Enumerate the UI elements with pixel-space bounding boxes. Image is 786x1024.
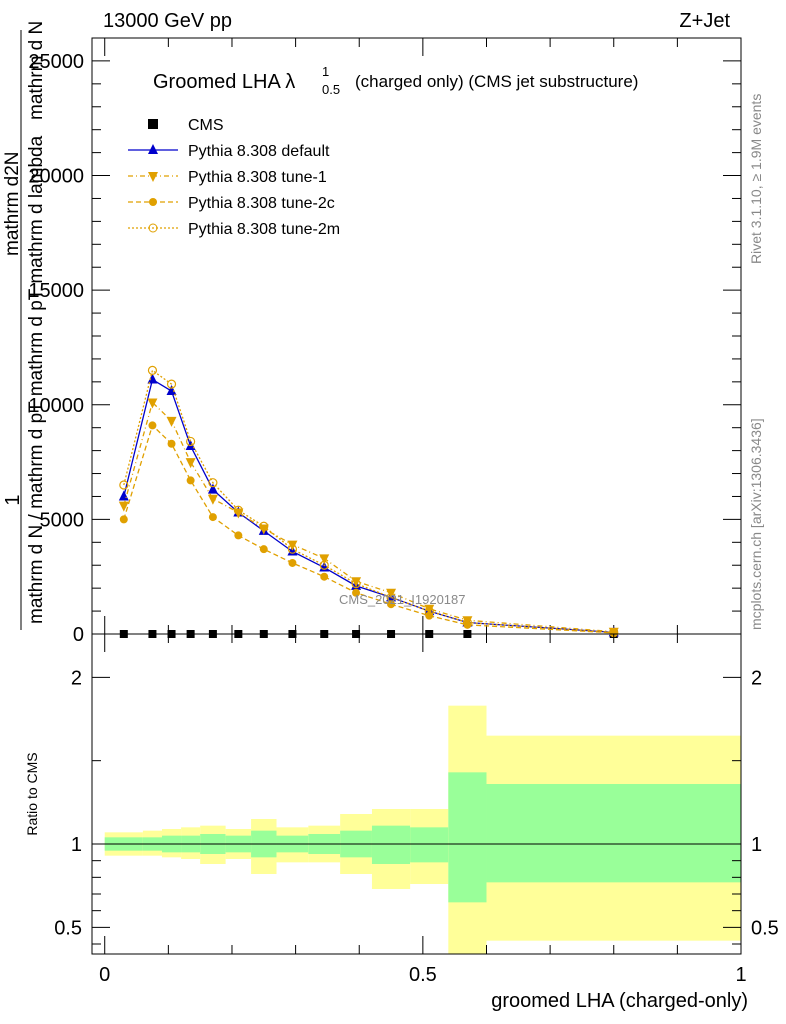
series-marker-circle-open	[287, 544, 298, 554]
legend-label: Pythia 8.308 tune-1	[188, 169, 327, 186]
series-marker-circle	[259, 545, 268, 554]
watermark: CMS_2021_I1920187	[339, 592, 466, 607]
series-marker-circle	[167, 439, 176, 448]
ratio-ytick-label-right: 2	[751, 667, 762, 689]
svg-text:Groomed LHA λ: Groomed LHA λ	[153, 71, 295, 93]
main-ytick-label: 5000	[40, 509, 85, 531]
ratio-ytick-label-right: 0.5	[751, 917, 779, 939]
ratio-band-green	[448, 772, 487, 903]
legend-marker-circle-open	[148, 223, 158, 233]
series-line-circle	[123, 424, 614, 634]
series-marker-circle-open	[259, 521, 269, 531]
x-axis-label: groomed LHA (charged-only)	[491, 990, 748, 1012]
energy-label: 13000 GeV pp	[103, 10, 232, 32]
series-marker-circle	[352, 588, 361, 597]
series-marker-circle-open	[319, 560, 329, 570]
series-marker-triangle	[147, 373, 158, 384]
series-marker-triangle-down	[185, 458, 196, 469]
series-marker-triangle-down	[147, 398, 158, 409]
ratio-band-green	[371, 825, 411, 864]
main-ytick-label: 0	[73, 624, 84, 646]
ratio-ylabel: Ratio to CMS	[24, 752, 40, 835]
series-marker-triangle	[207, 483, 218, 494]
series-marker-triangle	[166, 385, 177, 396]
series-marker-circle-open	[424, 606, 434, 616]
legend-marker-triangle	[148, 144, 158, 154]
series-marker-triangle-down	[118, 501, 129, 512]
main-ylabel: 1 mathrm d N / mathrm d pT mathrm d pT ma…	[2, 21, 47, 630]
ylabel-numerator-2: mathrm d2N	[2, 151, 23, 256]
series-marker-circle	[208, 513, 217, 522]
ratio-xtick-label: 0.5	[409, 964, 437, 986]
main-ytick-label: 10000	[28, 395, 84, 417]
mcplots-label: mcplots.cern.ch [arXiv:1306.3436]	[748, 418, 764, 630]
ratio-band-green	[486, 784, 741, 883]
main-title: Groomed LHA λ 1 0.5 (charged only) (CMS …	[153, 64, 638, 97]
ylabel-extra: mathrm d N	[26, 21, 47, 120]
ratio-ytick-label: 0.5	[54, 917, 82, 939]
series-marker-circle-open	[208, 478, 218, 488]
ratio-band-green	[410, 827, 449, 863]
series-marker-circle-open	[147, 365, 158, 375]
series-marker-circle	[148, 421, 157, 430]
legend-marker-cms	[148, 119, 158, 129]
series-marker-circle	[119, 515, 128, 524]
series-line-circle-open	[123, 369, 614, 634]
main-ytick-label: 25000	[28, 51, 84, 73]
main-ytick-label: 15000	[28, 280, 84, 302]
series-marker-circle	[288, 558, 297, 567]
legend-label: Pythia 8.308 default	[188, 143, 330, 160]
title-sub: 0.5	[322, 82, 340, 97]
series-marker-circle-open	[166, 379, 177, 389]
ratio-panel: 0.5 0.5 1 1 2 2 0 0.5 1	[54, 633, 779, 986]
series-marker-circle-open	[119, 480, 129, 490]
series-marker-circle-open	[462, 617, 473, 628]
main-panel: 0 5000 10000 15000 20000 25000 CMS Pythia 8.30…	[28, 37, 742, 646]
series-marker-triangle-down	[258, 524, 269, 535]
series-marker-circle-open	[386, 592, 396, 602]
ratio-ytick-label: 1	[71, 834, 82, 856]
series-marker-triangle-down	[166, 416, 177, 427]
ylabel-numerator-1: 1	[2, 494, 24, 505]
series-marker-circle	[609, 628, 618, 637]
legend-label: CMS	[188, 117, 224, 134]
ratio-ytick-label-right: 1	[751, 834, 762, 856]
series-line-triangle-down	[123, 401, 614, 633]
series-marker-triangle-down	[207, 494, 218, 505]
rivet-label: Rivet 3.1.10, ≥ 1.9M events	[748, 94, 764, 264]
main-ytick-label: 20000	[28, 166, 84, 188]
series-marker-triangle-down	[319, 554, 330, 565]
series-marker-circle	[186, 476, 195, 485]
series-marker-circle	[320, 572, 329, 581]
ratio-ytick-label: 2	[71, 667, 82, 689]
legend-label: Pythia 8.308 tune-2c	[188, 195, 335, 212]
process-label: Z+Jet	[679, 10, 730, 32]
title-text: Groomed LHA λ	[153, 71, 295, 93]
series-marker-circle-open	[186, 436, 196, 447]
series-marker-circle-open	[351, 578, 361, 589]
ratio-xtick-label: 1	[735, 964, 746, 986]
legend-marker-circle	[149, 198, 157, 206]
series-marker-circle	[387, 600, 396, 609]
legend-marker-triangle-down	[148, 172, 158, 182]
series-marker-circle	[234, 531, 243, 540]
series-marker-triangle-down	[233, 508, 244, 519]
ratio-frame	[91, 633, 742, 955]
title-sup: 1	[322, 64, 329, 79]
ratio-xtick-label: 0	[99, 964, 110, 986]
ylabel-denominator: mathrm d N / mathrm d pT mathrm d pT mat…	[26, 135, 47, 624]
series-marker-circle-open	[233, 505, 243, 515]
title-suffix: (charged only) (CMS jet substructure)	[355, 72, 638, 91]
legend-label: Pythia 8.308 tune-2m	[188, 221, 340, 238]
